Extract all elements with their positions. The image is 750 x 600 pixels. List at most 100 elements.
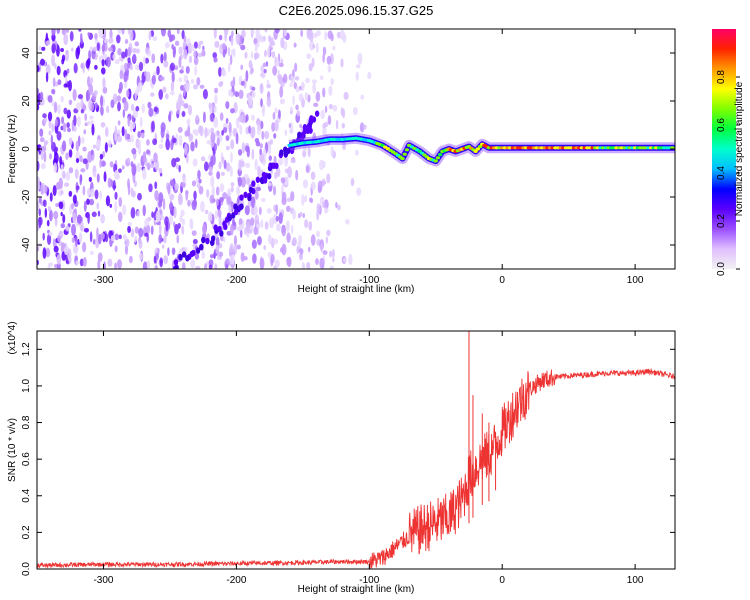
heatmap-noise-cell [137, 192, 142, 201]
heatmap-noise-cell [202, 45, 205, 51]
heatmap-noise-cell [259, 83, 263, 91]
heatmap-noise-cell [253, 226, 258, 235]
heatmap-noise-cell [123, 71, 128, 83]
heatmap-noise-cell [295, 169, 299, 181]
heatmap-noise-cell [65, 225, 70, 232]
heatmap-noise-cell [155, 252, 159, 260]
heatmap-noise-cell [210, 254, 214, 259]
heatmap-noise-cell [184, 246, 188, 252]
heatmap-noise-cell [148, 183, 153, 193]
heatmap-noise-cell [273, 155, 277, 164]
heatmap-noise-cell [114, 191, 118, 200]
heatmap-noise-cell [178, 77, 183, 83]
colorbar-gradient [712, 29, 736, 269]
heatmap-noise-cell [162, 198, 166, 211]
heatmap-noise-cell [187, 125, 191, 137]
heatmap-noise-cell [215, 186, 220, 196]
heatmap-noise-cell [249, 70, 253, 75]
heatmap-noise-cell [130, 134, 134, 143]
heatmap-branch-cell [178, 253, 183, 261]
heatmap-noise-cell [103, 171, 107, 183]
heatmap-noise-cell [238, 218, 243, 226]
heatmap-noise-cell [299, 123, 302, 128]
heatmap-noise-cell [60, 164, 64, 170]
heatmap-noise-cell [197, 52, 203, 58]
heatmap-noise-cell [228, 122, 232, 133]
heatmap-noise-cell [54, 118, 58, 127]
heatmap-noise-cell [337, 204, 341, 211]
snr-y-tick-label: 0.0 [21, 562, 32, 576]
heatmap-noise-cell [301, 262, 306, 269]
heatmap-noise-cell [312, 82, 316, 94]
heatmap-noise-cell [299, 211, 303, 217]
snr-y-tick-label: 1.0 [21, 379, 32, 393]
heatmap-noise-cell [222, 127, 228, 134]
heatmap-noise-cell [245, 221, 251, 234]
heatmap-noise-cell [239, 224, 243, 231]
heatmap-noise-cell [45, 64, 51, 75]
heatmap-noise-cell [130, 122, 136, 130]
heatmap-noise-cell [73, 125, 77, 132]
heatmap-noise-cell [240, 64, 244, 71]
heatmap-noise-cell [104, 142, 108, 153]
heatmap-noise-cell [170, 34, 176, 41]
heatmap-noise-cell [118, 81, 123, 92]
heatmap-noise-cell [60, 211, 63, 217]
heatmap-noise-cell [207, 211, 213, 223]
heatmap-noise-cell [176, 101, 181, 112]
heatmap-noise-cell [116, 259, 123, 269]
heatmap-noise-cell [281, 228, 284, 233]
heatmap-noise-cell [94, 64, 98, 70]
heatmap-noise-cell [225, 145, 230, 151]
heatmap-noise-cell [79, 155, 83, 163]
heatmap-noise-cell [97, 259, 101, 269]
heatmap-noise-cell [71, 237, 76, 244]
heatmap-noise-cell [263, 245, 267, 251]
heatmap-noise-cell [96, 202, 100, 210]
heatmap-noise-cell [270, 40, 276, 47]
heatmap-noise-cell [106, 105, 110, 114]
heatmap-noise-cell [134, 226, 139, 234]
colorbar-label: Normalized spectral amplitude [734, 81, 745, 216]
heatmap-noise-cell [75, 158, 80, 164]
heatmap-noise-cell [230, 151, 233, 164]
heatmap-noise-cell [151, 53, 156, 64]
heatmap-noise-cell [310, 171, 316, 180]
heatmap-noise-cell [143, 56, 146, 67]
heatmap-noise-cell [316, 42, 319, 54]
heatmap-noise-cell [71, 223, 77, 236]
heatmap-noise-cell [204, 262, 208, 269]
heatmap-noise-cell [213, 143, 218, 152]
heatmap-noise-cell [52, 184, 57, 197]
heatmap-noise-cell [51, 122, 55, 133]
heatmap-noise-cell [181, 225, 185, 235]
heatmap-noise-cell [289, 128, 294, 134]
heatmap-noise-cell [89, 198, 95, 206]
heatmap-noise-cell [253, 52, 258, 61]
heatmap-noise-cell [190, 259, 196, 269]
heatmap-noise-cell [89, 250, 94, 256]
heatmap-noise-cell [199, 125, 204, 137]
heatmap-noise-cell [138, 61, 144, 72]
heatmap-noise-cell [203, 161, 209, 172]
heatmap-noise-cell [83, 129, 87, 135]
heatmap-noise-cell [324, 31, 328, 41]
heatmap-noise-cell [124, 128, 128, 141]
heatmap-noise-cell [168, 214, 174, 225]
heatmap-noise-cell [138, 239, 143, 249]
heatmap-noise-cell [199, 84, 205, 89]
heatmap-noise-cell [178, 93, 183, 104]
heatmap-noise-cell [259, 152, 264, 163]
heatmap-noise-cell [254, 45, 258, 52]
heatmap-noise-cell [213, 105, 217, 113]
heatmap-branch-cell [195, 247, 201, 254]
heatmap-noise-cell [222, 192, 228, 200]
heatmap-main-trace [287, 132, 675, 167]
heatmap-noise-cell [195, 265, 201, 269]
heatmap-noise-cell [39, 91, 44, 101]
heatmap-noise-cell [218, 34, 223, 41]
heatmap-noise-cell [124, 39, 129, 44]
heatmap-noise-cell [195, 114, 199, 121]
heatmap-noise-cell [91, 211, 97, 218]
heatmap-noise-cell [237, 148, 243, 156]
